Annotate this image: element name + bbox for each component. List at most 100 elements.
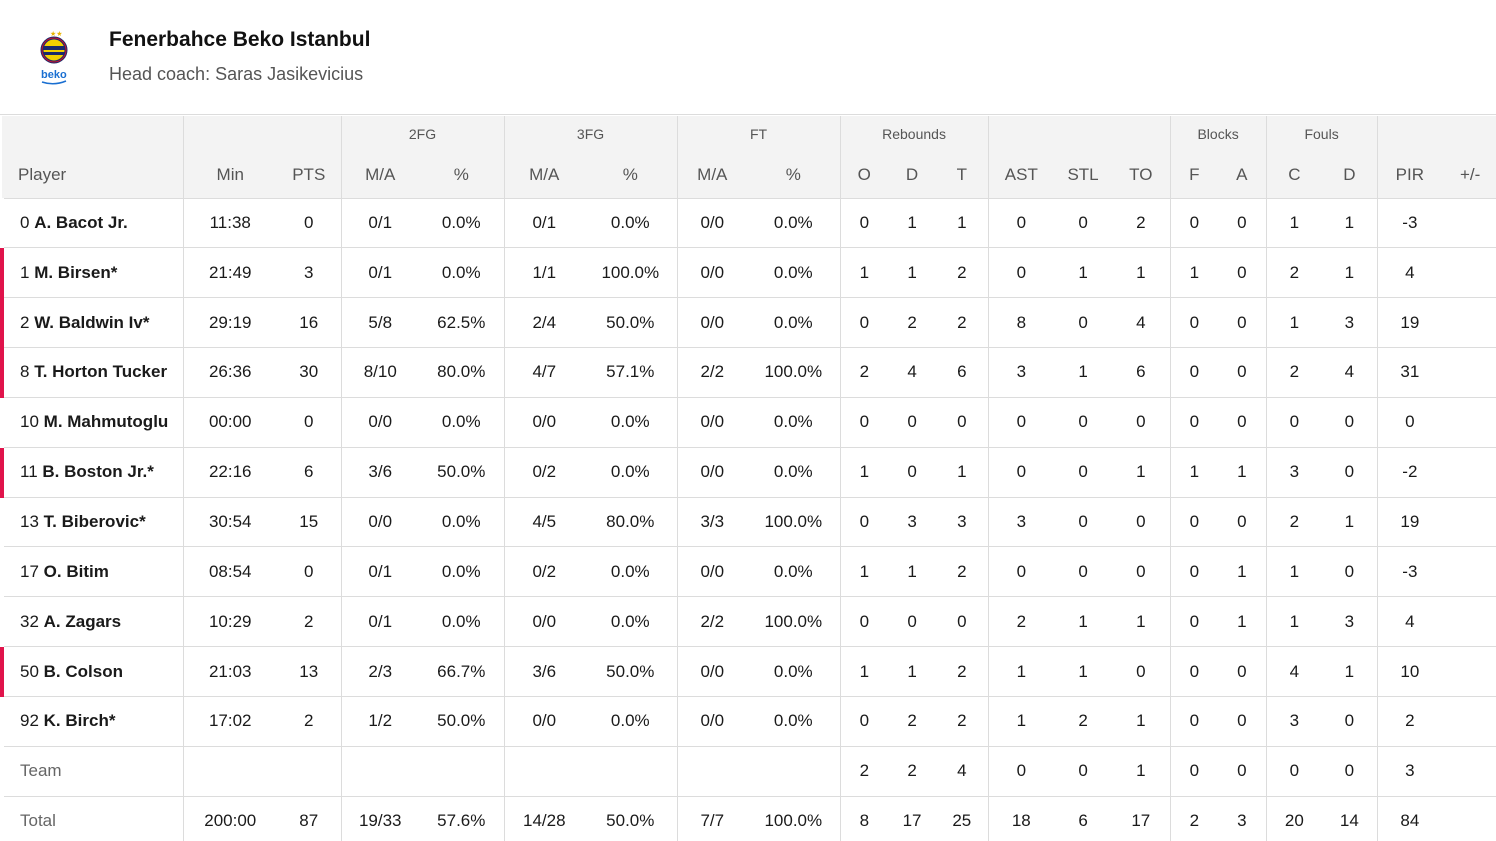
stat-stl: 2	[1054, 696, 1113, 747]
column-header-2fg-ma[interactable]: M/A	[341, 152, 419, 199]
stat-blk-f: 0	[1170, 646, 1219, 697]
stat-plus-minus	[1442, 596, 1496, 648]
stat-plus-minus	[1442, 746, 1496, 797]
table-row: 11 B. Boston Jr.* 22:16 6 3/6 50.0% 0/2 0.0% 0/…	[0, 447, 1496, 498]
column-header-3fg-pct[interactable]: %	[584, 152, 678, 199]
column-header-foul-d[interactable]: D	[1322, 152, 1378, 199]
stat-ft-pct: 0.0%	[747, 696, 841, 747]
player-number: 92	[20, 711, 39, 731]
player-cell[interactable]: 10 M. Mahmutoglu	[2, 397, 184, 448]
column-header-to[interactable]: TO	[1112, 152, 1171, 199]
stat-pir: 10	[1377, 646, 1443, 697]
table-row: 2 W. Baldwin Iv* 29:19 16 5/8 62.5% 2/4 50.0% 0…	[0, 297, 1496, 349]
player-name-link[interactable]: B. Boston Jr.*	[42, 462, 154, 482]
stat-reb-o: 1	[840, 546, 889, 598]
column-header-pts[interactable]: PTS	[277, 152, 342, 199]
player-name-link[interactable]: B. Colson	[43, 661, 123, 681]
stat-pts: 6	[277, 447, 342, 498]
player-cell[interactable]: 2 W. Baldwin Iv*	[0, 297, 184, 349]
total-row: Total 200:00 87 19/33 57.6% 14/28 50.0% 7/7 100.…	[2, 796, 1496, 841]
column-header-min[interactable]: Min	[183, 152, 277, 199]
column-header-reb-d[interactable]: D	[888, 152, 937, 199]
stat-reb-t: 2	[936, 247, 989, 299]
stat-reb-d: 1	[888, 546, 937, 598]
stat-foul-c: 4	[1266, 646, 1323, 697]
stat-foul-c: 20	[1284, 811, 1304, 831]
stat-pir: 4	[1377, 247, 1443, 299]
stat-reb-o: 2	[840, 746, 889, 797]
stat-reb-d: 17	[902, 811, 922, 831]
column-header-reb-o[interactable]: O	[840, 152, 889, 199]
player-name-link[interactable]: K. Birch*	[43, 711, 116, 731]
player-name-link[interactable]: W. Baldwin Iv*	[34, 312, 150, 332]
stat-stl: 1	[1054, 347, 1113, 398]
stat-blk-f: 0	[1170, 347, 1219, 398]
stat-reb-t: 2	[936, 646, 989, 697]
player-cell[interactable]: 32 A. Zagars	[2, 596, 184, 648]
column-header-ft-ma[interactable]: M/A	[677, 152, 748, 199]
stat-plus-minus	[1442, 247, 1496, 299]
stat-3fg-pct: 0.0%	[584, 546, 678, 598]
column-header-blk-a[interactable]: A	[1218, 152, 1267, 199]
column-header-stl[interactable]: STL	[1054, 152, 1113, 199]
table-row: 10 M. Mahmutoglu 00:00 0 0/0 0.0% 0/0 0.0% 0/0 0…	[2, 397, 1496, 448]
stat-3fg-ma: 3/6	[504, 646, 585, 697]
column-header-reb-t[interactable]: T	[936, 152, 989, 199]
stat-reb-t: 1	[936, 198, 989, 249]
column-header-pir[interactable]: PIR	[1377, 152, 1443, 199]
stat-min: 30:54	[183, 497, 277, 548]
column-header-plus-minus[interactable]: +/-	[1442, 152, 1496, 199]
svg-text:★★: ★★	[50, 30, 63, 38]
column-header-3fg-ma[interactable]: M/A	[504, 152, 585, 199]
player-cell[interactable]: 13 T. Biberovic*	[2, 497, 184, 548]
player-cell[interactable]: 92 K. Birch*	[2, 696, 184, 747]
column-header-2fg-pct[interactable]: %	[419, 152, 505, 199]
player-name-link[interactable]: O. Bitim	[43, 561, 109, 581]
stat-blk-f: 1	[1170, 447, 1219, 498]
stat-foul-d: 0	[1322, 746, 1378, 797]
player-name-link[interactable]: A. Bacot Jr.	[34, 212, 128, 232]
player-cell[interactable]: 17 O. Bitim	[2, 546, 184, 598]
player-name-link[interactable]: M. Mahmutoglu	[43, 412, 169, 432]
player-name-link[interactable]: T. Horton Tucker	[34, 362, 168, 382]
stat-min: 11:38	[183, 198, 277, 249]
head-coach: Head coach: Saras Jasikevicius	[109, 64, 364, 84]
player-cell[interactable]: 0 A. Bacot Jr.	[2, 198, 184, 249]
stat-pir: 2	[1377, 696, 1443, 747]
player-cell[interactable]: 50 B. Colson	[0, 646, 184, 697]
stat-plus-minus	[1442, 546, 1496, 598]
stat-foul-d: 0	[1322, 447, 1378, 498]
stat-ast: 18	[1011, 811, 1031, 831]
column-header-ft-pct[interactable]: %	[747, 152, 841, 199]
stat-3fg-pct	[584, 746, 678, 797]
column-header-player[interactable]: Player	[2, 152, 184, 199]
stat-pts: 0	[277, 546, 342, 598]
stat-min: 17:02	[183, 696, 277, 747]
column-header-blk-f[interactable]: F	[1170, 152, 1219, 199]
stat-blk-a: 1	[1218, 596, 1267, 648]
stat-to: 0	[1112, 546, 1171, 598]
stat-2fg-pct: 50.0%	[419, 447, 505, 498]
player-name-link[interactable]: M. Birsen*	[34, 262, 118, 282]
player-cell[interactable]: 8 T. Horton Tucker	[0, 347, 184, 398]
stat-reb-o: 0	[840, 297, 889, 349]
player-name-link[interactable]: T. Biberovic*	[43, 511, 146, 531]
column-header-foul-c[interactable]: C	[1266, 152, 1323, 199]
player-cell[interactable]: 11 B. Boston Jr.*	[0, 447, 184, 498]
stat-3fg-pct: 50.0%	[584, 646, 678, 697]
stat-blk-a: 0	[1218, 198, 1267, 249]
stat-pts: 0	[277, 198, 342, 249]
player-name-link[interactable]: A. Zagars	[43, 611, 122, 631]
player-cell[interactable]: 1 M. Birsen*	[0, 247, 184, 299]
team-header: ★★ beko Fenerbahce Beko Istanbul Head co…	[0, 0, 1496, 115]
stat-ast: 3	[988, 497, 1055, 548]
stat-blk-a: 0	[1218, 347, 1267, 398]
stat-reb-o: 0	[840, 696, 889, 747]
stat-ft-pct: 0.0%	[747, 198, 841, 249]
stat-blk-f: 0	[1170, 596, 1219, 648]
stat-min: 22:16	[183, 447, 277, 498]
stat-3fg-ma	[504, 746, 585, 797]
stat-reb-t: 1	[936, 447, 989, 498]
player-number: 13	[20, 511, 39, 531]
column-header-ast[interactable]: AST	[988, 152, 1055, 199]
